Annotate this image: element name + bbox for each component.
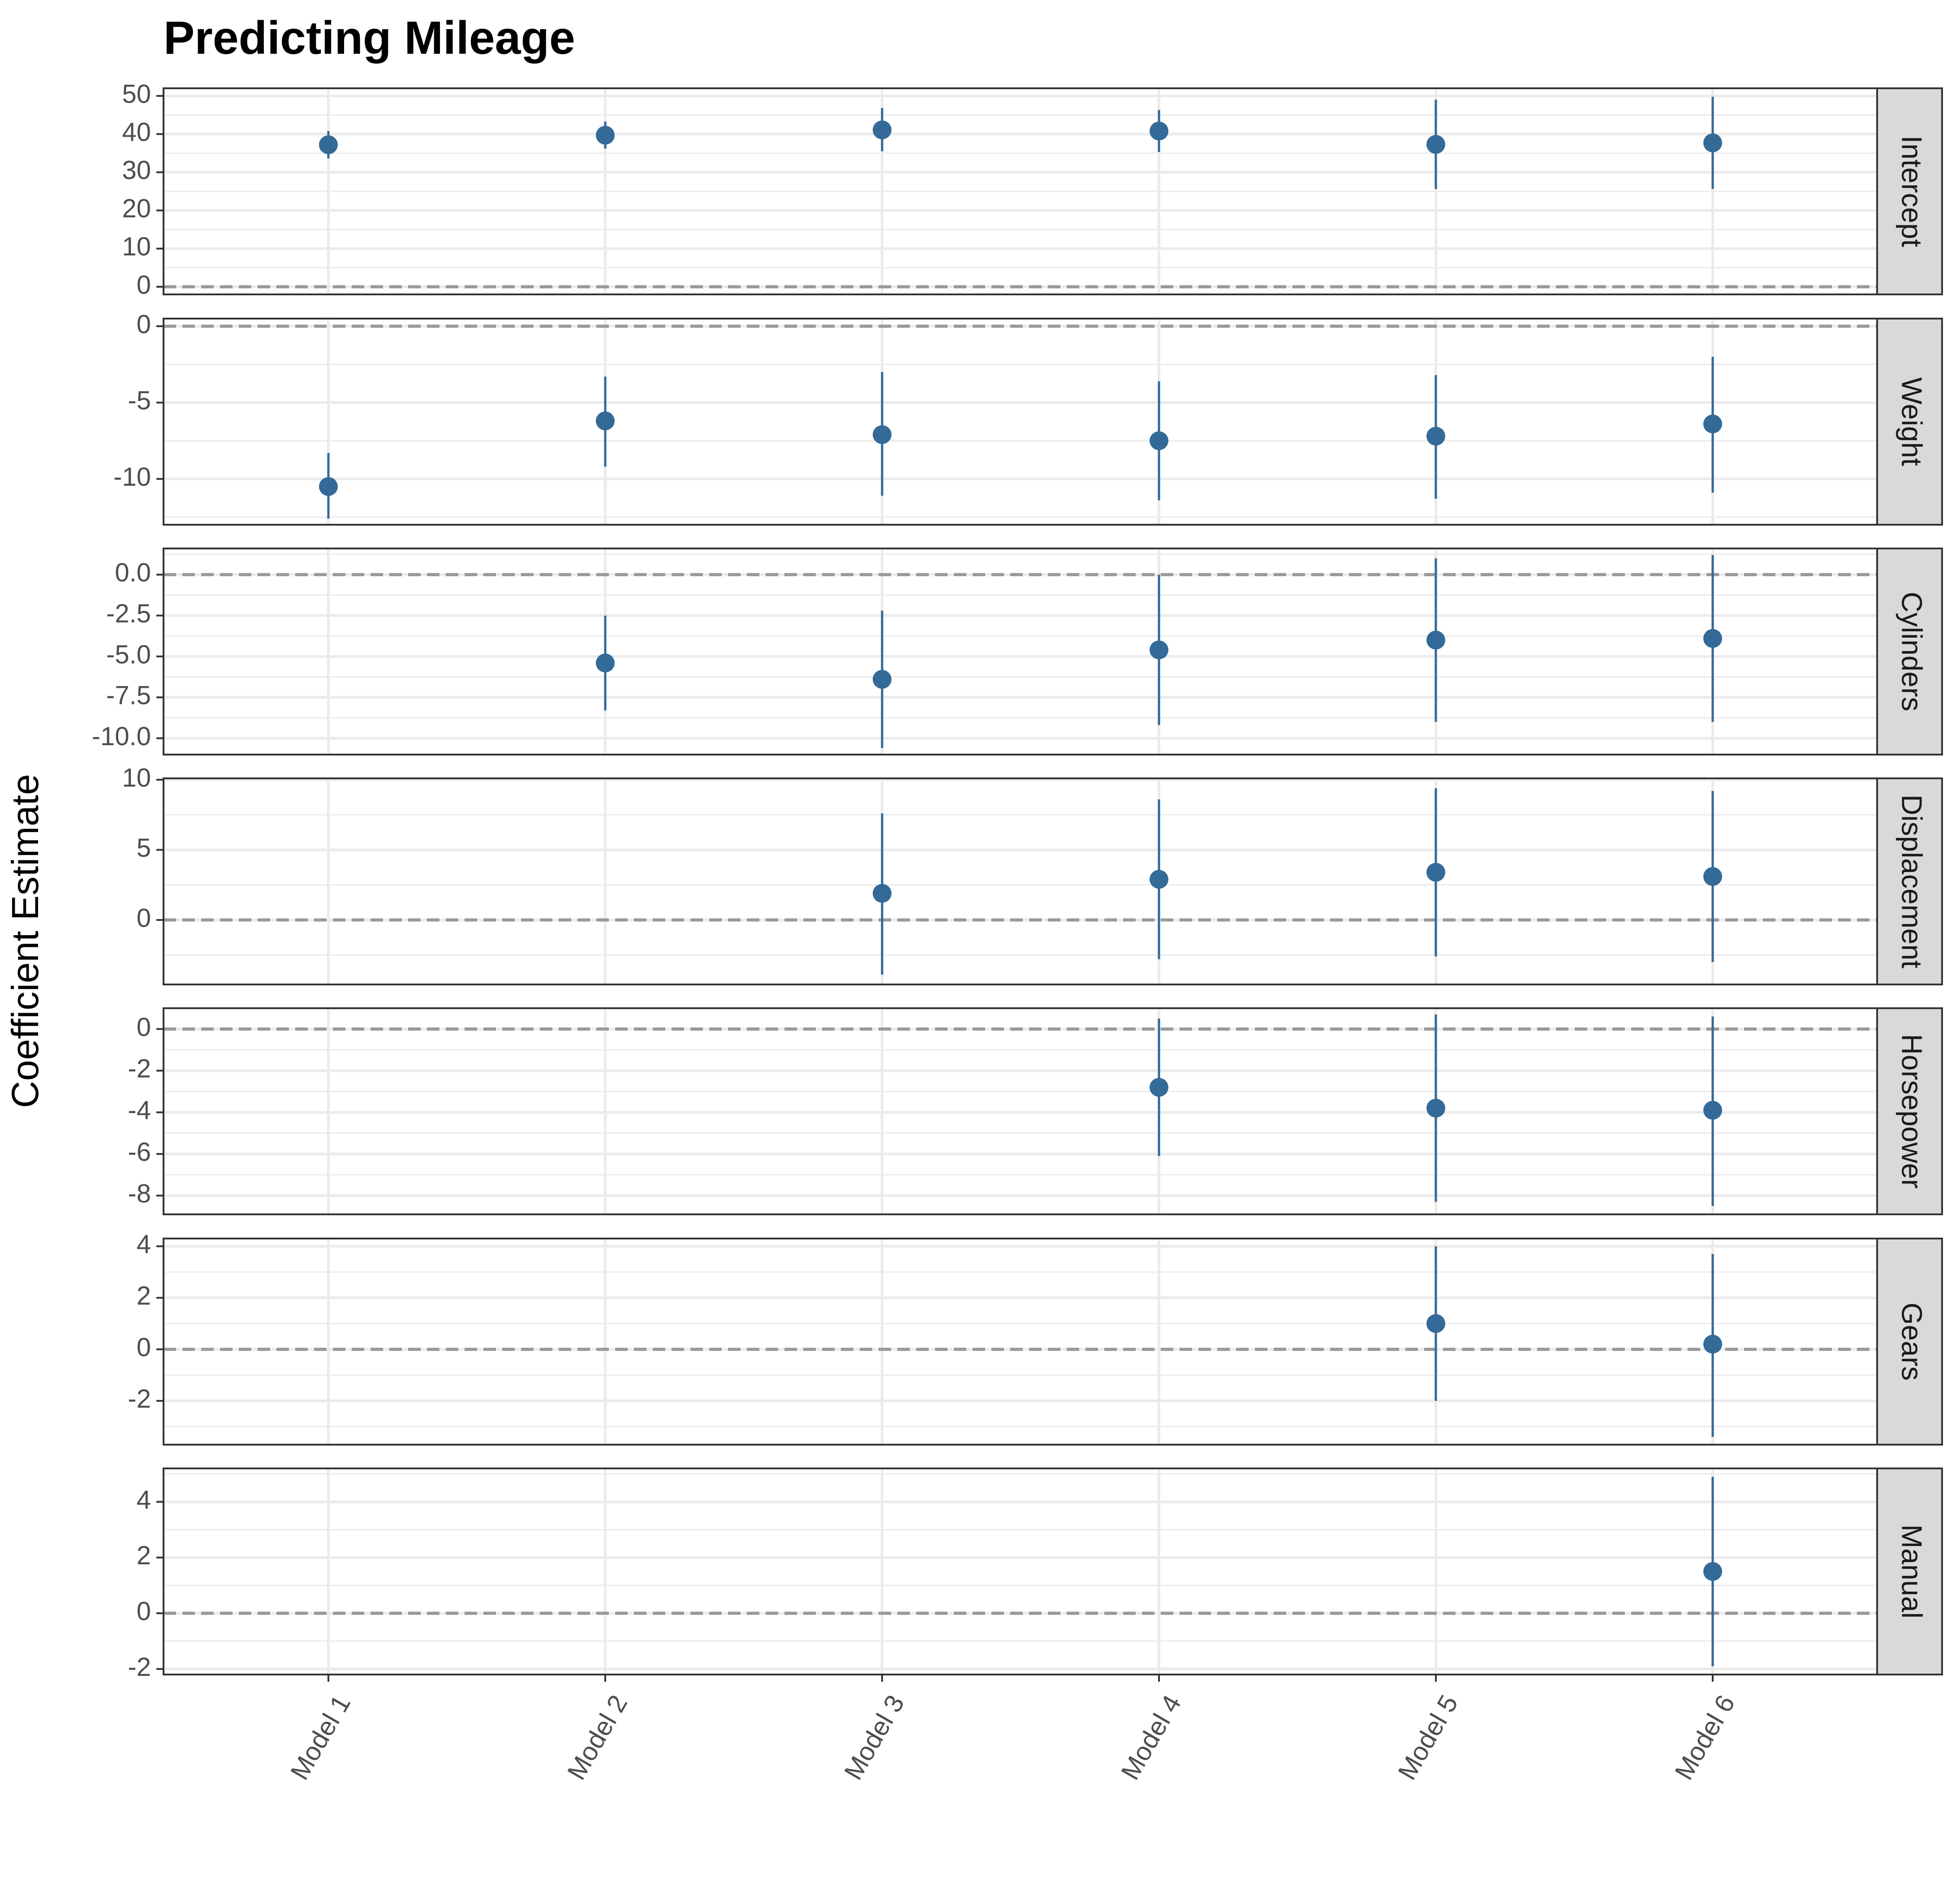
y-tick-label: -2 <box>128 1385 151 1414</box>
y-tick-label: -4 <box>128 1096 151 1125</box>
facet-displacement: Displacement 10 5 0 <box>122 763 1943 985</box>
facet-strip-label: Manual <box>1896 1524 1928 1619</box>
coefficient-point <box>1150 640 1168 660</box>
coefficient-point <box>1703 1334 1722 1354</box>
facet-strip-label: Cylinders <box>1896 592 1928 712</box>
coefficient-point <box>1150 1078 1168 1097</box>
coefficient-point <box>873 120 892 139</box>
facet-strip <box>1876 1468 1943 1675</box>
y-tick-label: 4 <box>137 1485 151 1515</box>
panel-background <box>164 548 1877 755</box>
coefficient-point <box>596 653 615 673</box>
coefficient-point <box>1150 431 1168 450</box>
y-tick-label: 10 <box>122 763 151 792</box>
x-tick-label: Model 2 <box>562 1690 633 1785</box>
y-tick-label: -10.0 <box>92 722 151 751</box>
coefficient-point <box>1150 870 1168 889</box>
y-tick-label: 2 <box>137 1541 151 1570</box>
coefficient-point <box>1426 427 1445 446</box>
y-tick-label: 4 <box>137 1230 151 1259</box>
facet-gears: Gears 4 2 0 -2 <box>128 1230 1943 1446</box>
coefficient-point <box>319 135 338 155</box>
facet-strip-label: Displacement <box>1896 794 1928 968</box>
coefficient-point <box>1426 1314 1445 1333</box>
y-tick-label: 0 <box>137 1333 151 1362</box>
coefficient-point <box>1703 629 1722 648</box>
facet-strip-label: Intercept <box>1896 135 1928 247</box>
coefficient-point <box>1426 863 1445 882</box>
coefficient-point <box>1703 1101 1722 1120</box>
facet-strip <box>1876 1238 1943 1446</box>
y-tick-label: 30 <box>122 156 151 185</box>
x-tick-label: Model 4 <box>1116 1690 1187 1785</box>
y-tick-label: -5 <box>128 386 151 415</box>
x-tick-label: Model 5 <box>1392 1690 1464 1785</box>
y-tick-label: 0 <box>137 310 151 339</box>
coefficient-point <box>1703 133 1722 152</box>
x-tick-label: Model 6 <box>1669 1690 1740 1785</box>
chart-title: Predicting Mileage <box>164 12 575 64</box>
y-tick-label: -2.5 <box>106 599 151 628</box>
y-tick-label: 0 <box>137 1013 151 1042</box>
facet-horsepower: Horsepower 0 -2 -4 -6 -8 <box>128 1007 1943 1215</box>
panel-background <box>164 1239 1877 1445</box>
y-tick-label: -6 <box>128 1138 151 1167</box>
coefficient-point <box>873 670 892 689</box>
coefficient-point <box>319 477 338 496</box>
facet-manual: Manual 4 2 0 -2 <box>128 1468 1943 1682</box>
facet-strip <box>1876 548 1943 755</box>
coefficient-point <box>1703 1562 1722 1581</box>
facet-strip <box>1876 777 1943 985</box>
facet-weight: Weight 0 -5 -10 <box>113 310 1943 526</box>
facet-strip-label: Weight <box>1896 377 1928 466</box>
y-tick-label: 0.0 <box>115 558 151 587</box>
y-tick-label: -2 <box>128 1653 151 1682</box>
x-tick-label: Model 1 <box>285 1690 356 1785</box>
panel-background <box>164 319 1877 525</box>
y-tick-label: 40 <box>122 118 151 147</box>
x-tick-label: Model 3 <box>839 1690 910 1785</box>
facet-strip-label: Gears <box>1896 1303 1928 1381</box>
coefficient-point <box>596 411 615 431</box>
coefficient-point <box>1150 121 1168 141</box>
coefficient-point <box>873 425 892 444</box>
y-tick-label: -2 <box>128 1054 151 1083</box>
y-axis-label: Coefficient Estimate <box>4 774 46 1108</box>
facet-strip <box>1876 318 1943 526</box>
y-tick-label: 20 <box>122 194 151 223</box>
coefficient-point <box>1426 630 1445 650</box>
facet-panels: Intercept01020304050Weight0-5-10Cylinder… <box>92 79 1943 1682</box>
y-tick-label: -8 <box>128 1179 151 1209</box>
coefficient-point <box>596 125 615 145</box>
y-tick-label: 0 <box>137 903 151 932</box>
coefficient-point <box>1426 135 1445 154</box>
y-tick-label: 2 <box>137 1282 151 1311</box>
facet-cylinders: Cylinders 0.0 -2.5 -5.0 -7.5 -10.0 <box>92 548 1943 755</box>
facet-strip <box>1876 87 1943 295</box>
coefficient-point <box>1703 867 1722 886</box>
y-tick-label: 10 <box>122 232 151 261</box>
panel-background <box>164 778 1877 984</box>
x-axis: Model 1 Model 2 Model 3 Model 4 Model 5 Model… <box>285 1675 1740 1785</box>
y-tick-label: 5 <box>137 833 151 863</box>
facet-strip-label: Horsepower <box>1896 1034 1928 1188</box>
facet-intercept: Intercept 0 10 20 30 40 50 <box>122 79 1943 299</box>
y-tick-label: -10 <box>113 462 151 492</box>
coefficient-point <box>1703 414 1722 434</box>
y-tick-label: 50 <box>122 79 151 108</box>
y-tick-label: -5.0 <box>106 640 151 669</box>
coefficient-point <box>1426 1099 1445 1118</box>
y-tick-label: 0 <box>137 270 151 299</box>
coefficient-point <box>873 884 892 903</box>
facet-strip <box>1876 1007 1943 1215</box>
panel-background <box>164 1468 1877 1675</box>
y-tick-label: -7.5 <box>106 681 151 710</box>
y-tick-label: 0 <box>137 1597 151 1626</box>
